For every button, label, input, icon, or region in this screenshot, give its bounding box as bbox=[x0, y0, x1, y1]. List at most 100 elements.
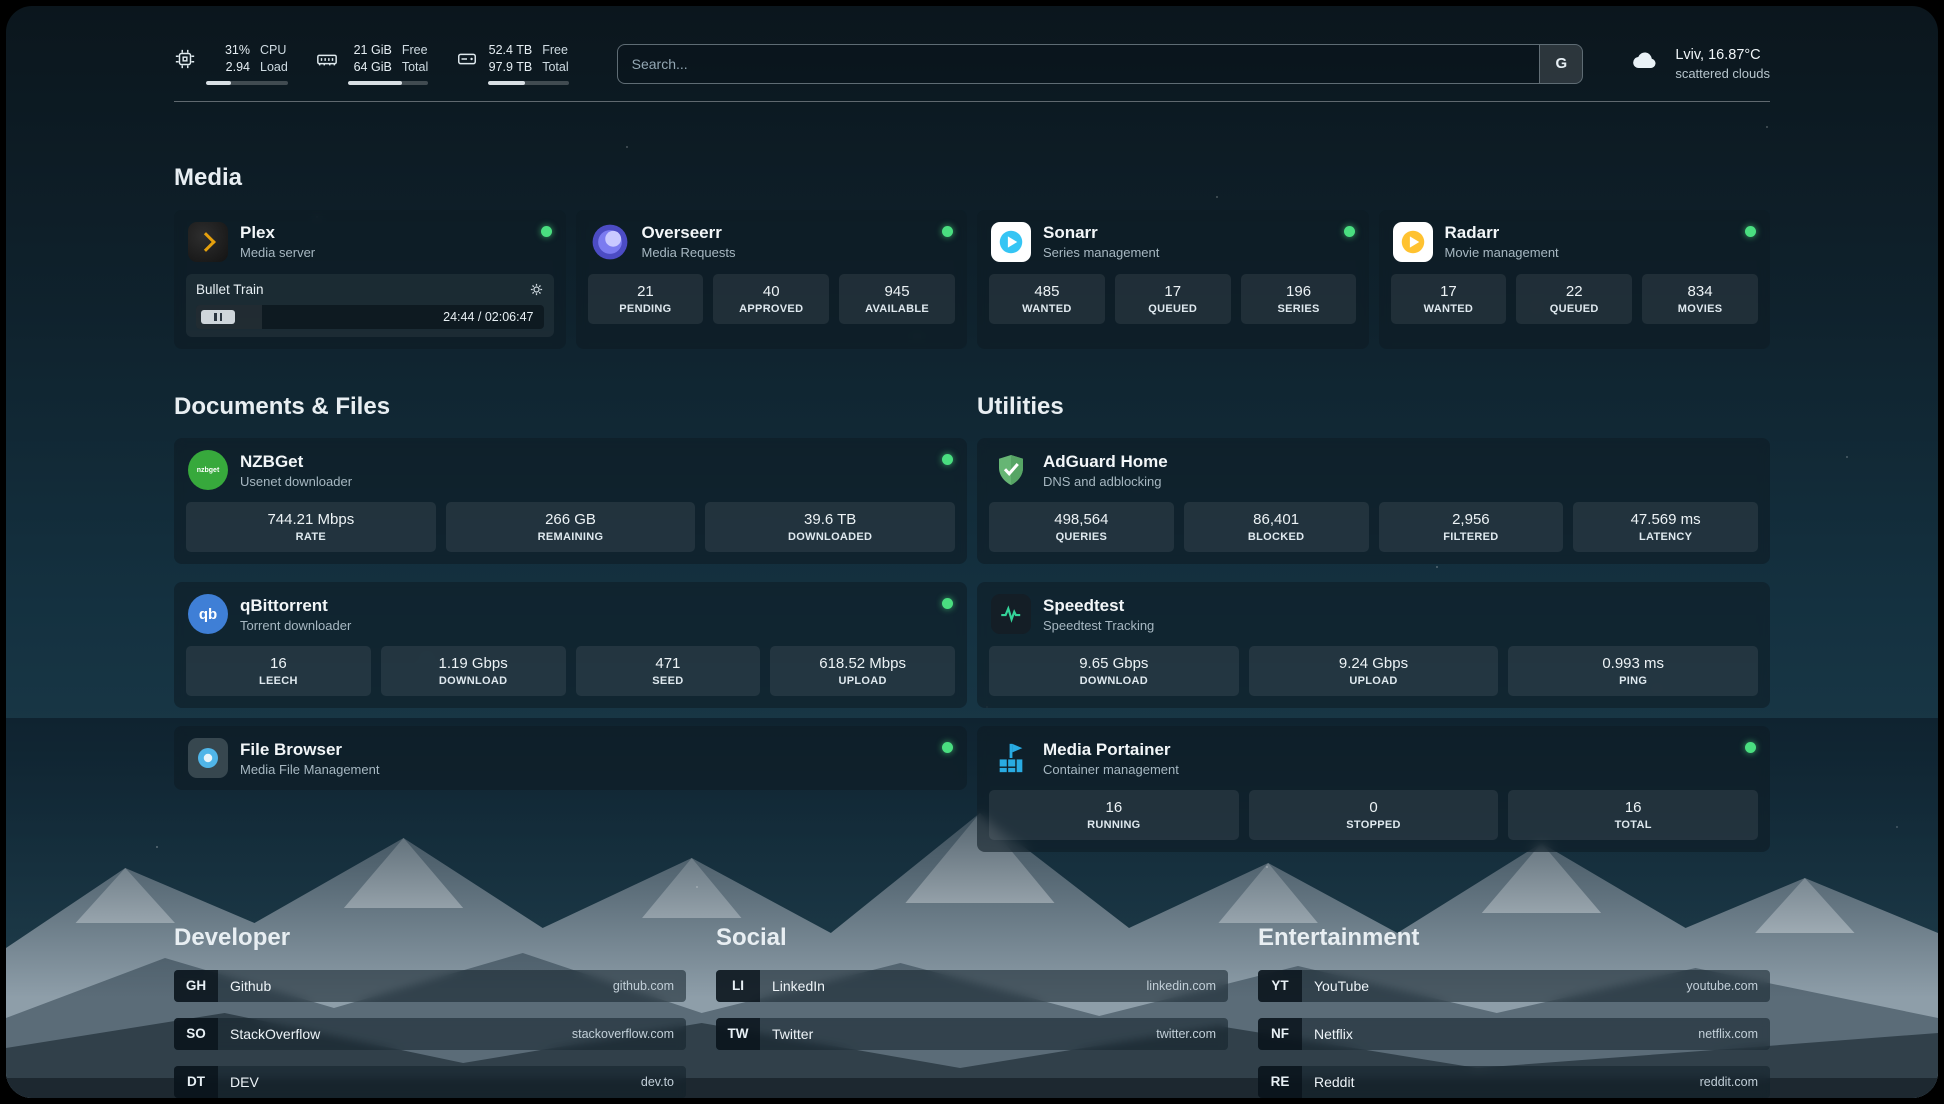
service-subtitle: Usenet downloader bbox=[240, 473, 353, 489]
disk-free-value: 52.4 TB bbox=[488, 43, 533, 57]
weather-widget: Lviv, 16.87°C scattered clouds bbox=[1627, 46, 1770, 82]
stat-approved: 40 APPROVED bbox=[713, 273, 830, 324]
stat-download: 9.65 Gbps DOWNLOAD bbox=[989, 646, 1239, 697]
stat-ping: 0.993 ms PING bbox=[1508, 646, 1759, 697]
cpu-icon bbox=[174, 48, 196, 75]
section-documents: Documents & Files NZBGet Usenet download… bbox=[174, 393, 967, 853]
status-dot bbox=[942, 225, 953, 237]
status-dot bbox=[942, 598, 953, 610]
reddit-icon: RE bbox=[1258, 1065, 1302, 1098]
bookmark-linkedin[interactable]: LI LinkedIn linkedin.com bbox=[716, 969, 1228, 1002]
bookmark-dev[interactable]: DT DEV dev.to bbox=[174, 1065, 686, 1098]
stat-running: 16 RUNNING bbox=[989, 790, 1239, 841]
service-title: Plex bbox=[240, 223, 275, 243]
section-title-developer: Developer bbox=[174, 924, 291, 952]
service-card-qbittorrent[interactable]: qBittorrent Torrent downloader 16 LEECH bbox=[174, 582, 967, 709]
memory-total-value: 64 GiB bbox=[353, 60, 392, 74]
memory-free-label: Free bbox=[401, 43, 428, 57]
service-subtitle: Speedtest Tracking bbox=[1043, 617, 1155, 633]
dashboard: 31% 2.94 CPU Load bbox=[6, 6, 1938, 1098]
portainer-icon bbox=[991, 738, 1031, 778]
bookmark-group-social: Social LI LinkedIn linkedin.com TW Twitt… bbox=[716, 924, 1228, 1098]
stat-filtered: 2,956 FILTERED bbox=[1378, 502, 1564, 553]
search-provider-button[interactable]: G bbox=[1539, 44, 1583, 83]
bookmark-stackoverflow[interactable]: SO StackOverflow stackoverflow.com bbox=[174, 1017, 686, 1050]
service-card-nzbget[interactable]: NZBGet Usenet downloader 744.21 Mbps RAT… bbox=[174, 438, 967, 565]
bookmark-youtube[interactable]: YT YouTube youtube.com bbox=[1258, 969, 1770, 1002]
section-title-documents: Documents & Files bbox=[174, 392, 391, 420]
service-card-overseerr[interactable]: Overseerr Media Requests 21 PENDING 40 A… bbox=[575, 209, 967, 349]
stat-upload: 618.52 Mbps UPLOAD bbox=[770, 646, 955, 697]
service-card-portainer[interactable]: Media Portainer Container management 16 … bbox=[977, 726, 1770, 853]
stat-download: 1.19 Gbps DOWNLOAD bbox=[380, 646, 566, 697]
service-card-plex[interactable]: Plex Media server Bullet Train bbox=[174, 209, 566, 349]
radarr-icon bbox=[1392, 221, 1433, 262]
cloud-icon bbox=[1627, 47, 1663, 80]
adguard-icon bbox=[991, 450, 1031, 490]
section-title-utilities: Utilities bbox=[977, 392, 1064, 420]
memory-usage-bar bbox=[347, 81, 429, 85]
disk-total-value: 97.9 TB bbox=[488, 60, 533, 74]
netflix-icon: NF bbox=[1258, 1017, 1302, 1050]
stat-blocked: 86,401 BLOCKED bbox=[1183, 502, 1369, 553]
now-playing-title: Bullet Train bbox=[196, 281, 264, 297]
playback-time: 24:44 / 02:06:47 bbox=[443, 309, 534, 324]
service-card-filebrowser[interactable]: File Browser Media File Management bbox=[174, 726, 967, 791]
stat-pending: 21 PENDING bbox=[587, 273, 704, 324]
service-title: Sonarr bbox=[1043, 223, 1098, 243]
sonarr-icon bbox=[991, 221, 1031, 262]
status-dot bbox=[942, 454, 953, 466]
status-dot bbox=[1343, 225, 1355, 237]
service-subtitle: Container management bbox=[1043, 761, 1179, 777]
stat-rate: 744.21 Mbps RATE bbox=[186, 502, 436, 553]
stat-available: 945 AVAILABLE bbox=[839, 273, 955, 324]
gear-icon[interactable] bbox=[529, 282, 544, 297]
now-playing-panel: Bullet Train 24:44 / 02:06:47 bbox=[186, 273, 554, 337]
stat-queued: 17 QUEUED bbox=[1114, 273, 1231, 324]
weather-location: Lviv, 16.87°C bbox=[1675, 46, 1761, 63]
status-dot bbox=[1745, 225, 1756, 237]
status-dot bbox=[1745, 742, 1756, 754]
pause-button[interactable] bbox=[201, 309, 235, 324]
stat-downloaded: 39.6 TB DOWNLOADED bbox=[705, 502, 956, 553]
memory-free-value: 21 GiB bbox=[353, 43, 392, 57]
disk-free-label: Free bbox=[542, 43, 568, 57]
header-divider bbox=[174, 101, 1770, 102]
playback-progress-bar[interactable]: 24:44 / 02:06:47 bbox=[196, 304, 544, 329]
bookmark-netflix[interactable]: NF Netflix netflix.com bbox=[1258, 1017, 1770, 1050]
service-title: Overseerr bbox=[641, 223, 722, 243]
section-utilities: Utilities AdGuard Home DNS and adblockin… bbox=[977, 393, 1770, 853]
bookmark-github[interactable]: GH Github github.com bbox=[174, 969, 686, 1002]
twitter-icon: TW bbox=[716, 1017, 760, 1050]
stat-seed: 471 SEED bbox=[575, 646, 761, 697]
snow-flakes bbox=[6, 6, 8, 8]
disk-usage-bar bbox=[488, 81, 569, 85]
cpu-load-value: 2.94 bbox=[225, 60, 250, 74]
search-input[interactable] bbox=[617, 44, 1540, 83]
search-bar[interactable]: G bbox=[616, 43, 1584, 84]
dev-icon: DT bbox=[174, 1065, 218, 1098]
weather-condition: scattered clouds bbox=[1675, 65, 1770, 81]
cpu-usage-bar bbox=[206, 81, 288, 85]
stackoverflow-icon: SO bbox=[174, 1017, 218, 1050]
service-subtitle: Media File Management bbox=[240, 761, 380, 777]
service-card-sonarr[interactable]: Sonarr Series management 485 WANTED 17 Q… bbox=[977, 209, 1369, 349]
overseerr-icon bbox=[590, 222, 630, 262]
stat-queued: 22 QUEUED bbox=[1516, 273, 1633, 324]
stat-total: 16 TOTAL bbox=[1508, 790, 1759, 841]
service-card-radarr[interactable]: Radarr Movie management 17 WANTED 22 QUE… bbox=[1378, 209, 1770, 349]
linkedin-icon: LI bbox=[716, 969, 760, 1002]
service-title: File Browser bbox=[240, 739, 343, 759]
section-title-media: Media bbox=[174, 164, 243, 191]
bookmark-twitter[interactable]: TW Twitter twitter.com bbox=[716, 1017, 1228, 1050]
memory-widget: 21 GiB 64 GiB Free Total bbox=[316, 42, 429, 85]
bookmark-reddit[interactable]: RE Reddit reddit.com bbox=[1258, 1065, 1770, 1098]
disk-total-label: Total bbox=[542, 60, 569, 74]
filebrowser-icon bbox=[188, 738, 228, 779]
service-card-adguard[interactable]: AdGuard Home DNS and adblocking 498,564 … bbox=[977, 438, 1770, 565]
youtube-icon: YT bbox=[1258, 969, 1302, 1002]
disk-widget: 52.4 TB 97.9 TB Free Total bbox=[456, 42, 569, 85]
bookmark-group-entertainment: Entertainment YT YouTube youtube.com NF … bbox=[1258, 924, 1770, 1098]
service-card-speedtest[interactable]: Speedtest Speedtest Tracking 9.65 Gbps D… bbox=[977, 582, 1770, 709]
stat-queries: 498,564 QUERIES bbox=[989, 502, 1174, 553]
